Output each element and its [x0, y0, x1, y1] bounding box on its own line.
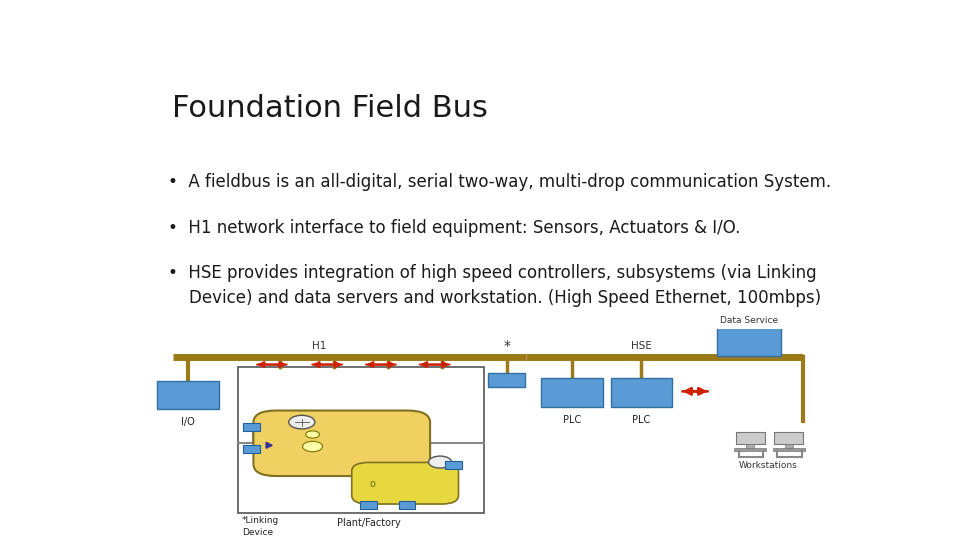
Text: *: *	[503, 339, 511, 353]
FancyBboxPatch shape	[243, 446, 259, 453]
Circle shape	[289, 415, 315, 429]
Bar	[735, 433, 765, 444]
Text: *Linking
Device: *Linking Device	[242, 516, 279, 537]
FancyBboxPatch shape	[253, 410, 430, 476]
Text: •  H1 network interface to field equipment: Sensors, Actuators & I/O.: • H1 network interface to field equipmen…	[168, 219, 741, 237]
FancyBboxPatch shape	[611, 378, 672, 407]
Bar	[734, 448, 766, 451]
Text: •  A fieldbus is an all-digital, serial two-way, multi-drop communication System: • A fieldbus is an all-digital, serial t…	[168, 173, 831, 191]
FancyBboxPatch shape	[541, 378, 603, 407]
Bar	[773, 448, 804, 451]
Bar	[238, 367, 484, 513]
FancyBboxPatch shape	[360, 501, 377, 509]
FancyBboxPatch shape	[398, 501, 416, 509]
Circle shape	[305, 431, 320, 438]
Text: H1: H1	[312, 341, 325, 352]
Text: •  HSE provides integration of high speed controllers, subsystems (via Linking
 : • HSE provides integration of high speed…	[168, 265, 822, 307]
Text: Foundation Field Bus: Foundation Field Bus	[172, 94, 488, 123]
Text: I/O: I/O	[181, 417, 195, 427]
Circle shape	[428, 456, 451, 468]
Text: o: o	[370, 480, 375, 489]
FancyBboxPatch shape	[489, 373, 525, 387]
Bar	[747, 444, 755, 448]
FancyBboxPatch shape	[157, 381, 219, 409]
Text: PLC: PLC	[632, 415, 651, 425]
FancyBboxPatch shape	[716, 327, 781, 356]
Text: Plant/Factory: Plant/Factory	[337, 518, 400, 528]
Bar	[785, 444, 793, 448]
FancyBboxPatch shape	[351, 462, 459, 504]
Text: Data Service: Data Service	[720, 316, 778, 325]
Text: PLC: PLC	[563, 415, 582, 425]
FancyBboxPatch shape	[444, 461, 462, 469]
Circle shape	[302, 441, 323, 451]
Text: HSE: HSE	[631, 341, 652, 352]
FancyBboxPatch shape	[243, 423, 259, 431]
Bar	[774, 433, 804, 444]
Text: Workstations: Workstations	[738, 461, 798, 470]
